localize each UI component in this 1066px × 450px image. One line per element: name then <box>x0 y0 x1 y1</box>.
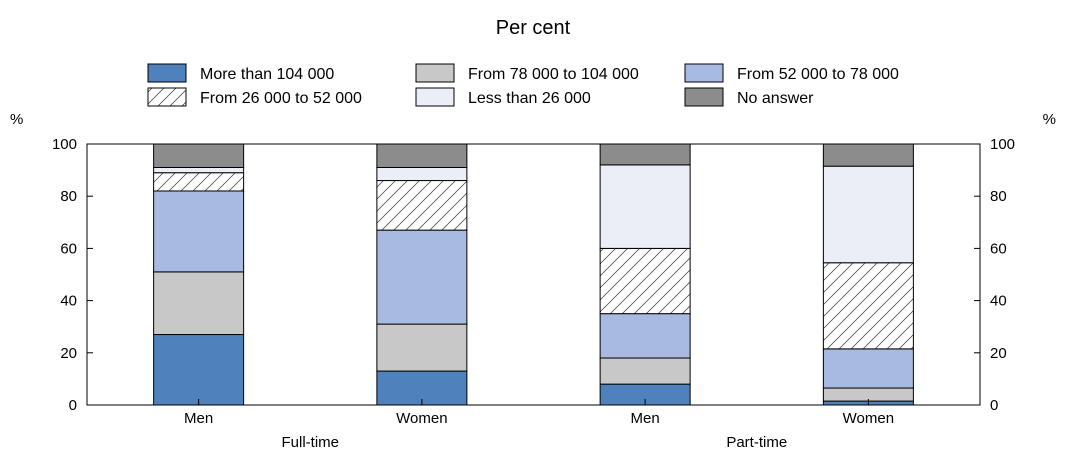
group-label: Part-time <box>726 434 787 450</box>
legend-item: Less than 26 000 <box>415 87 591 107</box>
bar-segment-3 <box>822 348 914 389</box>
bar-segment-5 <box>822 165 914 264</box>
legend-swatch <box>684 87 724 107</box>
legend-swatch <box>415 63 455 83</box>
bar-segment-3 <box>599 313 691 359</box>
y-tick-label-left: 0 <box>69 397 77 414</box>
x-tick-label: Women <box>396 410 447 427</box>
x-tick-label: Women <box>843 410 894 427</box>
x-axis: Men Women Men Women Full-time Part-time <box>184 399 894 450</box>
legend-swatch <box>684 63 724 83</box>
bar-segment-2 <box>376 323 468 372</box>
bar-segment-4 <box>599 247 691 315</box>
y-tick-label-left: 80 <box>60 188 77 205</box>
bar-segment-6 <box>376 143 468 168</box>
bar-segment-3 <box>153 190 245 273</box>
bar-segment-3 <box>376 229 468 325</box>
legend-item: More than 104 000 <box>147 63 334 83</box>
y-tick-label-right: 20 <box>990 345 1007 362</box>
bar-stack <box>599 143 691 406</box>
y-axis-label-left: % <box>10 111 23 128</box>
bar-segment-5 <box>376 166 468 182</box>
legend-item: From 26 000 to 52 000 <box>147 87 362 107</box>
bar-segment-1 <box>153 334 245 406</box>
group-label: Full-time <box>281 434 339 450</box>
legend-swatch <box>147 63 187 83</box>
y-tick-label-left: 60 <box>60 240 77 257</box>
bar-stack <box>822 143 914 406</box>
bar-segment-4 <box>153 172 245 192</box>
bar-segment-5 <box>599 164 691 249</box>
legend-label: No answer <box>737 90 814 107</box>
legend-label: Less than 26 000 <box>468 90 591 107</box>
y-axis-left: 0 20 40 60 80 100 <box>52 136 93 414</box>
x-tick-label: Men <box>184 410 213 427</box>
legend: More than 104 000 From 78 000 to 104 000 F… <box>147 63 899 107</box>
bar-segment-6 <box>822 143 914 167</box>
y-axis-label-right: % <box>1043 111 1056 128</box>
bar-segment-6 <box>153 143 245 168</box>
bar-segment-2 <box>599 357 691 385</box>
x-tick-label: Men <box>631 410 660 427</box>
legend-label: More than 104 000 <box>200 66 334 83</box>
bar-segment-5 <box>153 166 245 174</box>
bar-stack <box>153 143 245 406</box>
y-tick-label-right: 80 <box>990 188 1007 205</box>
bar-stack <box>376 143 468 406</box>
y-tick-label-right: 40 <box>990 293 1007 310</box>
legend-label: From 52 000 to 78 000 <box>737 66 899 83</box>
y-axis-right: 0 20 40 60 80 100 <box>974 136 1015 414</box>
y-tick-label-left: 20 <box>60 345 77 362</box>
bars <box>153 143 914 406</box>
bar-segment-6 <box>599 143 691 166</box>
legend-item: From 78 000 to 104 000 <box>415 63 639 83</box>
y-tick-label-left: 100 <box>52 136 77 153</box>
plot-area <box>86 143 981 406</box>
y-tick-label-left: 40 <box>60 293 77 310</box>
legend-label: From 78 000 to 104 000 <box>468 66 639 83</box>
y-tick-label-right: 0 <box>990 397 998 414</box>
y-tick-label-right: 60 <box>990 240 1007 257</box>
legend-label: From 26 000 to 52 000 <box>200 90 362 107</box>
legend-swatch <box>415 87 455 107</box>
bar-segment-4 <box>822 262 914 350</box>
bar-segment-4 <box>376 180 468 231</box>
y-tick-label-right: 100 <box>990 136 1015 153</box>
chart-title: Per cent <box>496 17 571 39</box>
bar-segment-2 <box>153 271 245 336</box>
legend-swatch <box>147 87 187 107</box>
legend-item: No answer <box>684 87 814 107</box>
legend-item: From 52 000 to 78 000 <box>684 63 899 83</box>
